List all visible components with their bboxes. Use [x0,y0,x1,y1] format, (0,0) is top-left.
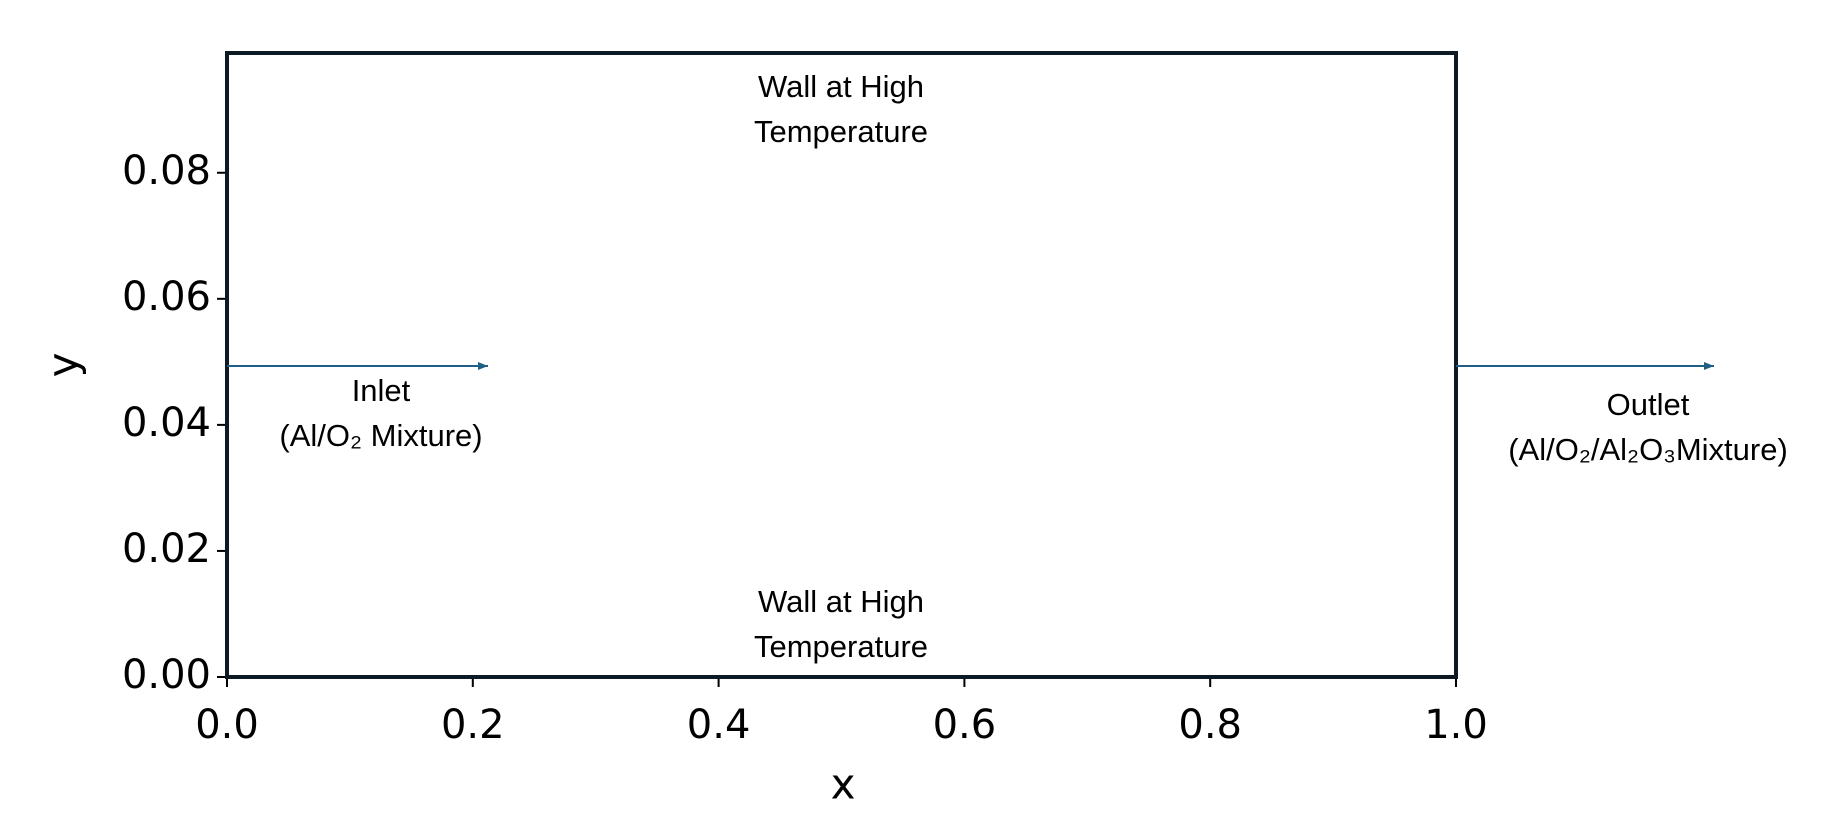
y-tick-label: 0.08 [122,148,211,194]
x-tick-label: 1.0 [1424,702,1488,748]
annotation: (Al/O₂/Al₂O₃Mixture) [1508,432,1788,467]
annotation: Temperature [754,629,928,664]
y-tick-label: 0.00 [122,652,211,698]
annotation: Wall at High [758,69,924,104]
x-tick-label: 0.8 [1178,702,1242,748]
y-tick-label: 0.04 [122,400,211,446]
x-tick-label: 0.2 [441,702,505,748]
annotation: (Al/O₂ Mixture) [279,418,482,453]
y-axis-label: y [39,353,88,378]
y-tick-label: 0.06 [122,274,211,320]
annotation: Inlet [352,373,411,408]
y-tick-label: 0.02 [122,526,211,572]
annotation: Temperature [754,114,928,149]
x-axis-label: x [831,760,856,809]
annotation: Outlet [1607,387,1690,422]
x-tick-label: 0.4 [687,702,751,748]
x-tick-label: 0.0 [195,702,259,748]
annotation: Wall at High [758,584,924,619]
x-tick-label: 0.6 [933,702,997,748]
